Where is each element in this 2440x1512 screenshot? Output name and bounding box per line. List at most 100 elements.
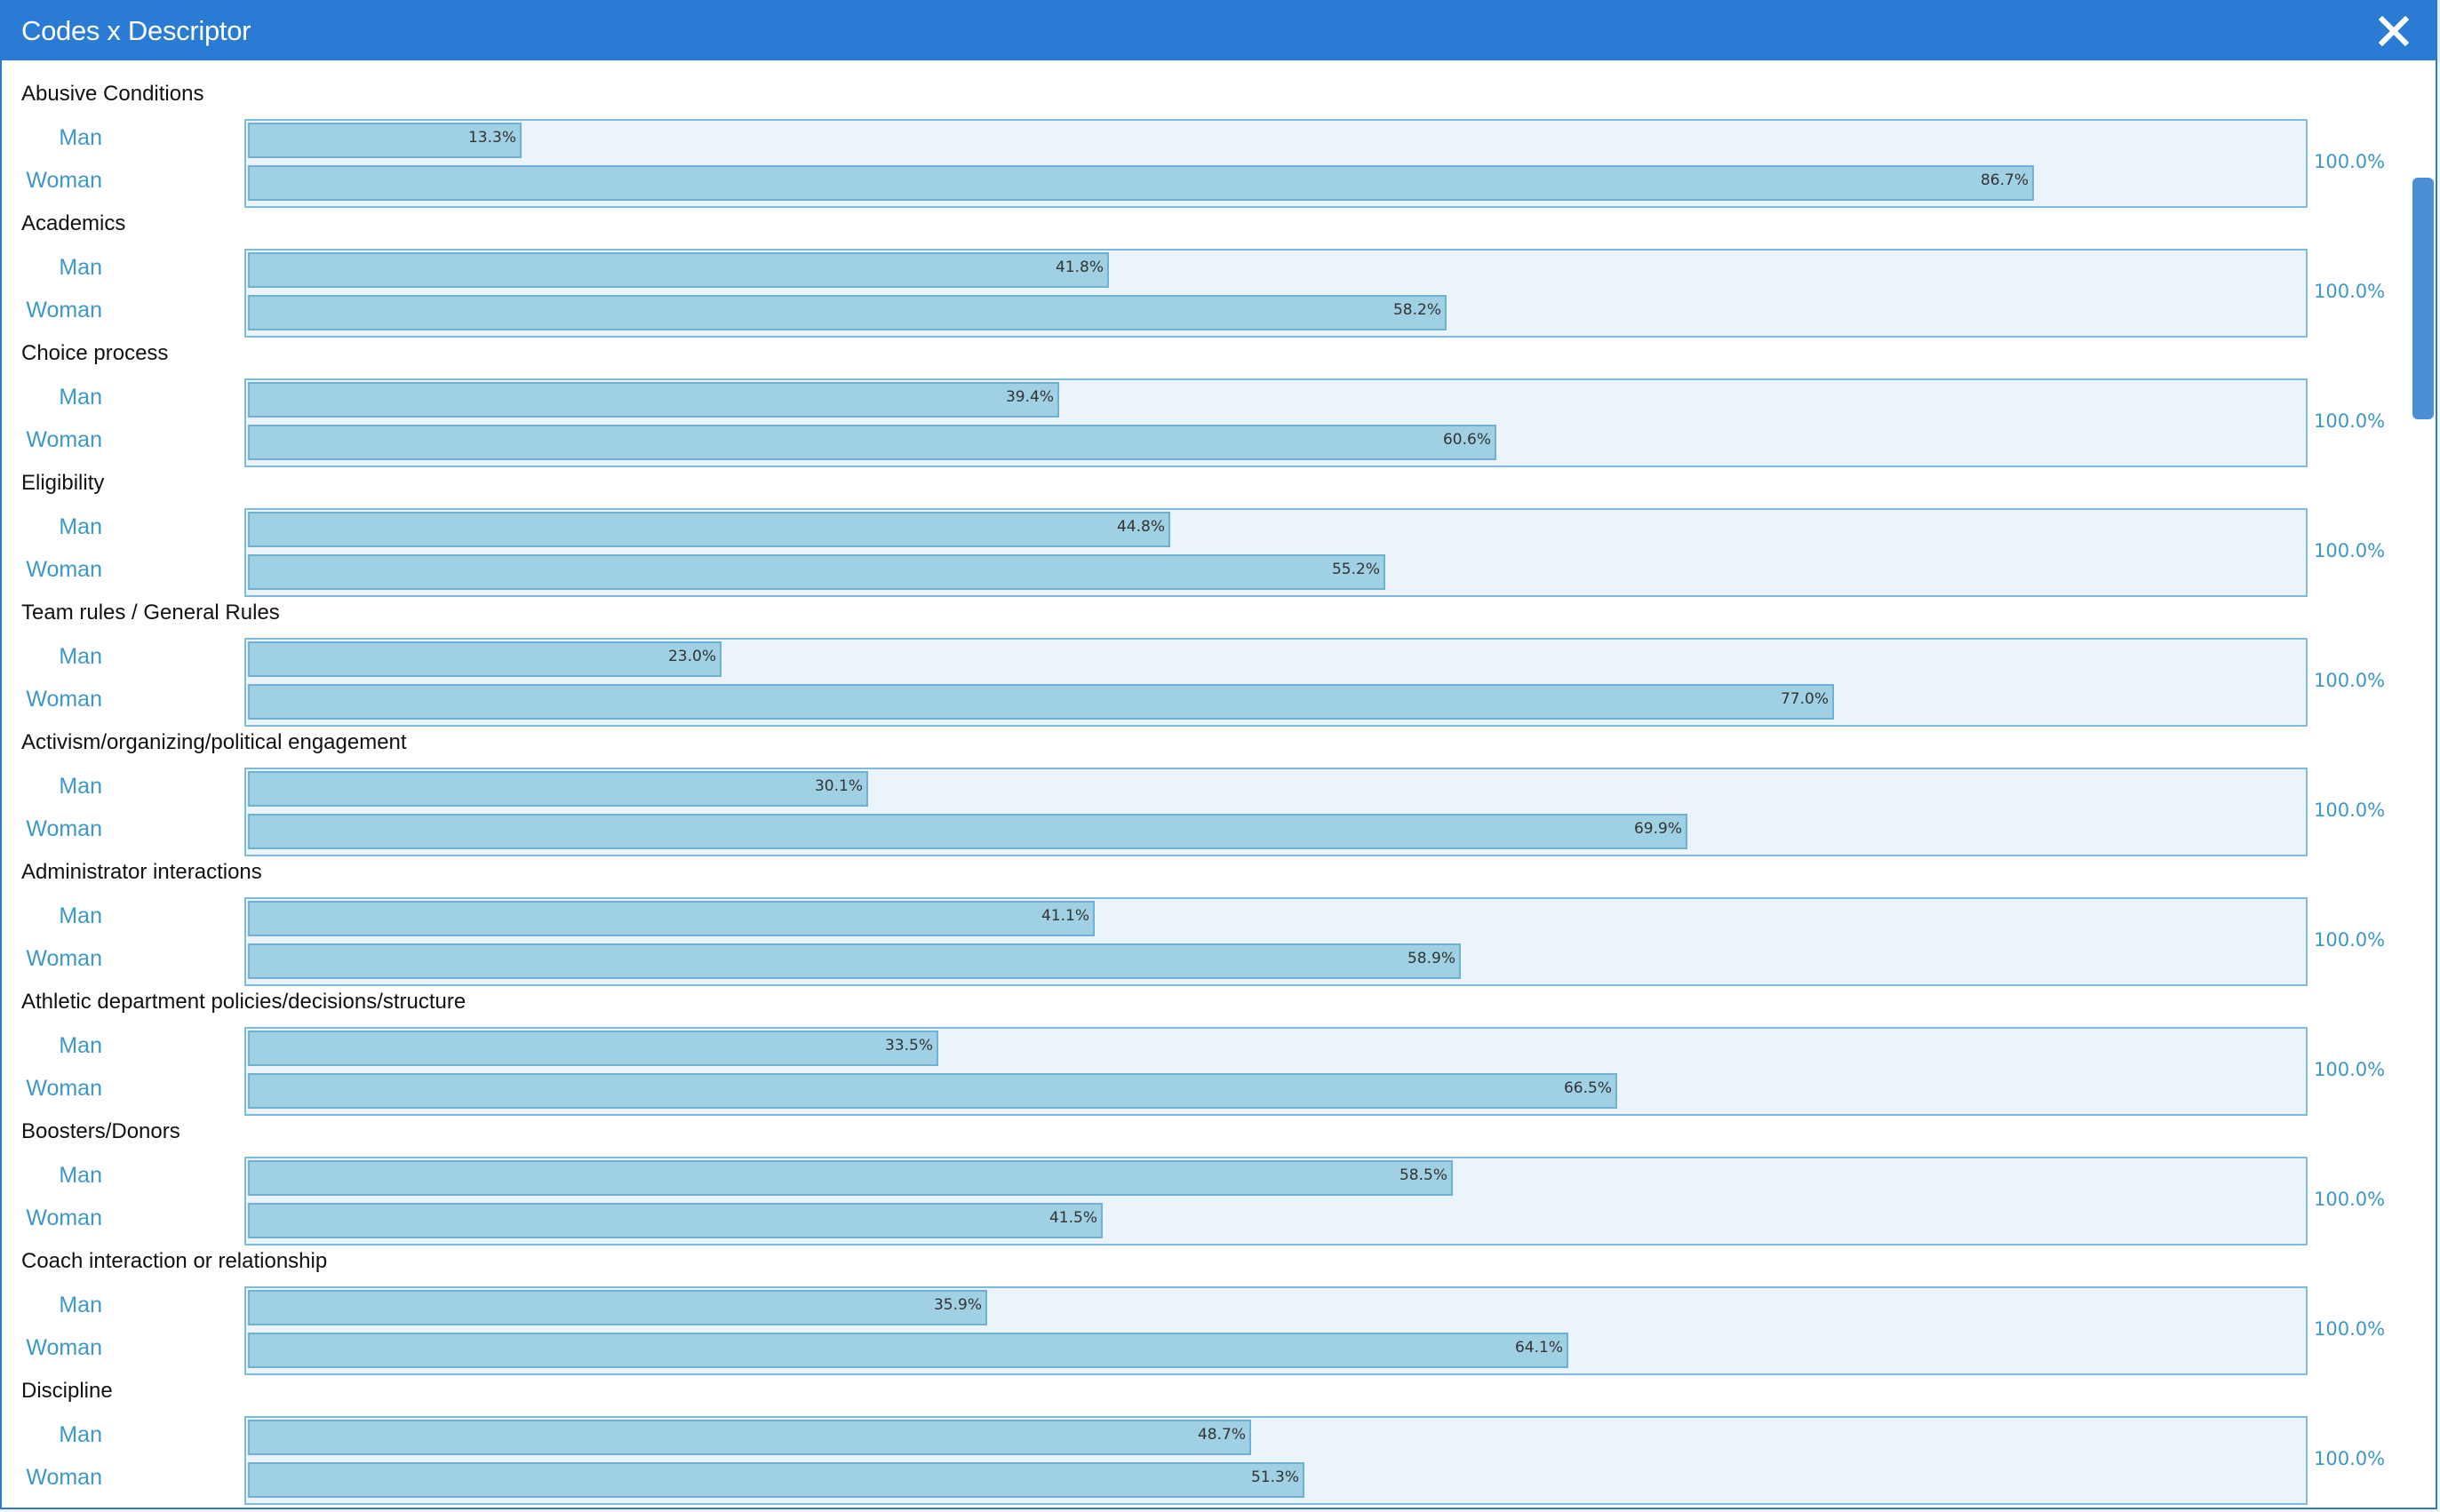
bar-row-woman: Woman 66.5% <box>26 1071 2306 1110</box>
series-label-man: Man <box>59 774 102 799</box>
total-label: 100.0% <box>2314 281 2386 302</box>
bar-row-woman: Woman 64.1% <box>26 1331 2306 1370</box>
bar-frame: Man 44.8% Woman 55.2% <box>26 508 2308 597</box>
series-label-man: Man <box>59 1163 102 1188</box>
bar-woman[interactable]: 51.3% <box>248 1462 1304 1498</box>
code-group: Choice process Man 39.4% Woman 60.6% 100.0% <box>2 320 2436 467</box>
bar-row-man: Man 41.8% <box>59 251 2306 290</box>
series-label-man: Man <box>59 125 102 150</box>
bar-value-label: 44.8% <box>1116 518 1165 536</box>
total-label: 100.0% <box>2314 929 2386 951</box>
bar-woman[interactable]: 86.7% <box>248 165 2034 201</box>
bar-value-label: 35.9% <box>933 1296 982 1314</box>
bar-woman[interactable]: 55.2% <box>248 554 1385 590</box>
bar-frame: Man 41.8% Woman 58.2% <box>26 249 2308 338</box>
bar-row-man: Man 33.5% <box>59 1029 2306 1068</box>
bar-row-woman: Woman 55.2% <box>26 553 2306 592</box>
scrollbar-track[interactable] <box>2412 89 2436 1503</box>
total-label: 100.0% <box>2314 410 2386 432</box>
bar-row-man: Man 13.3% <box>59 121 2306 160</box>
bar-man[interactable]: 23.0% <box>248 641 722 677</box>
series-label-man: Man <box>59 255 102 280</box>
bar-row-woman: Woman 69.9% <box>26 812 2306 851</box>
bar-man[interactable]: 35.9% <box>248 1290 987 1325</box>
bar-man[interactable]: 33.5% <box>248 1031 938 1066</box>
bar-row-woman: Woman 41.5% <box>26 1201 2306 1240</box>
bar-row-woman: Woman 58.9% <box>26 942 2306 981</box>
bar-value-label: 51.3% <box>1250 1468 1299 1486</box>
total-label: 100.0% <box>2314 800 2386 821</box>
bar-man[interactable]: 39.4% <box>248 382 1059 418</box>
bar-woman[interactable]: 41.5% <box>248 1203 1103 1238</box>
series-label-woman: Woman <box>26 687 102 712</box>
bar-woman[interactable]: 66.5% <box>248 1073 1617 1109</box>
code-group: Administrator interactions Man 41.1% Woman 5… <box>2 839 2436 986</box>
bar-man[interactable]: 48.7% <box>248 1420 1251 1455</box>
bar-man[interactable]: 30.1% <box>248 771 868 807</box>
bar-woman[interactable]: 58.9% <box>248 943 1461 979</box>
bar-row-man: Man 58.5% <box>59 1158 2306 1198</box>
series-label-woman: Woman <box>26 1465 102 1490</box>
bar-value-label: 77.0% <box>1780 690 1829 708</box>
category-label: Academics <box>21 211 126 235</box>
series-label-woman: Woman <box>26 816 102 841</box>
bar-man[interactable]: 41.1% <box>248 901 1095 936</box>
bar-frame: Man 30.1% Woman 69.9% <box>26 768 2308 856</box>
bar-value-label: 41.8% <box>1055 259 1104 276</box>
bar-row-woman: Woman 60.6% <box>26 423 2306 462</box>
series-label-man: Man <box>59 1033 102 1058</box>
bar-value-label: 39.4% <box>1005 388 1054 406</box>
bar-row-woman: Woman 58.2% <box>26 293 2306 332</box>
category-label: Choice process <box>21 341 169 365</box>
total-label: 100.0% <box>2314 670 2386 691</box>
code-group: Athletic department policies/decisions/s… <box>2 968 2436 1116</box>
total-label: 100.0% <box>2314 151 2386 172</box>
category-label: Administrator interactions <box>21 860 262 884</box>
bar-value-label: 13.3% <box>467 129 516 147</box>
series-label-man: Man <box>59 1293 102 1317</box>
bar-value-label: 48.7% <box>1197 1426 1246 1444</box>
dialog-titlebar[interactable]: Codes x Descriptor <box>2 2 2436 60</box>
bar-row-man: Man 44.8% <box>59 510 2306 549</box>
total-label: 100.0% <box>2314 1189 2386 1210</box>
bar-value-label: 41.1% <box>1041 907 1089 925</box>
close-button[interactable] <box>2373 11 2414 52</box>
bar-row-man: Man 39.4% <box>59 380 2306 419</box>
bar-man[interactable]: 41.8% <box>248 252 1109 288</box>
bar-woman[interactable]: 64.1% <box>248 1333 1568 1368</box>
series-label-man: Man <box>59 514 102 539</box>
scrollbar-thumb[interactable] <box>2412 178 2434 419</box>
bar-value-label: 58.5% <box>1399 1166 1447 1184</box>
bar-frame: Man 39.4% Woman 60.6% <box>26 378 2308 467</box>
code-group: Boosters/Donors Man 58.5% Woman 41.5% 100.0% <box>2 1098 2436 1245</box>
bar-man[interactable]: 44.8% <box>248 512 1170 547</box>
code-group: Activism/organizing/political engagement… <box>2 709 2436 856</box>
bar-row-woman: Woman 77.0% <box>26 682 2306 721</box>
bar-row-woman: Woman 86.7% <box>26 163 2306 203</box>
bar-woman[interactable]: 77.0% <box>248 684 1834 720</box>
bar-value-label: 60.6% <box>1442 431 1491 449</box>
close-icon <box>2379 16 2409 46</box>
bar-woman[interactable]: 69.9% <box>248 814 1687 849</box>
bar-value-label: 66.5% <box>1563 1079 1612 1097</box>
bar-frame: Man 48.7% Woman 51.3% <box>26 1416 2308 1505</box>
bar-woman[interactable]: 60.6% <box>248 425 1496 460</box>
category-label: Team rules / General Rules <box>21 601 280 625</box>
series-label-man: Man <box>59 385 102 410</box>
total-label: 100.0% <box>2314 540 2386 561</box>
code-group: Discipline Man 48.7% Woman 51.3% 100.0% <box>2 1357 2436 1505</box>
bar-value-label: 58.9% <box>1407 950 1455 967</box>
total-label: 100.0% <box>2314 1448 2386 1469</box>
bar-woman[interactable]: 58.2% <box>248 295 1447 330</box>
bar-value-label: 58.2% <box>1392 301 1441 319</box>
total-label: 100.0% <box>2314 1059 2386 1080</box>
bar-frame: Man 23.0% Woman 77.0% <box>26 638 2308 727</box>
bar-row-man: Man 30.1% <box>59 769 2306 808</box>
code-group: Coach interaction or relationship Man 35.9… <box>2 1228 2436 1375</box>
bar-value-label: 55.2% <box>1331 561 1380 578</box>
series-label-man: Man <box>59 903 102 928</box>
bar-value-label: 33.5% <box>884 1037 933 1054</box>
bar-man[interactable]: 13.3% <box>248 123 522 158</box>
bar-man[interactable]: 58.5% <box>248 1160 1453 1196</box>
series-label-woman: Woman <box>26 427 102 452</box>
